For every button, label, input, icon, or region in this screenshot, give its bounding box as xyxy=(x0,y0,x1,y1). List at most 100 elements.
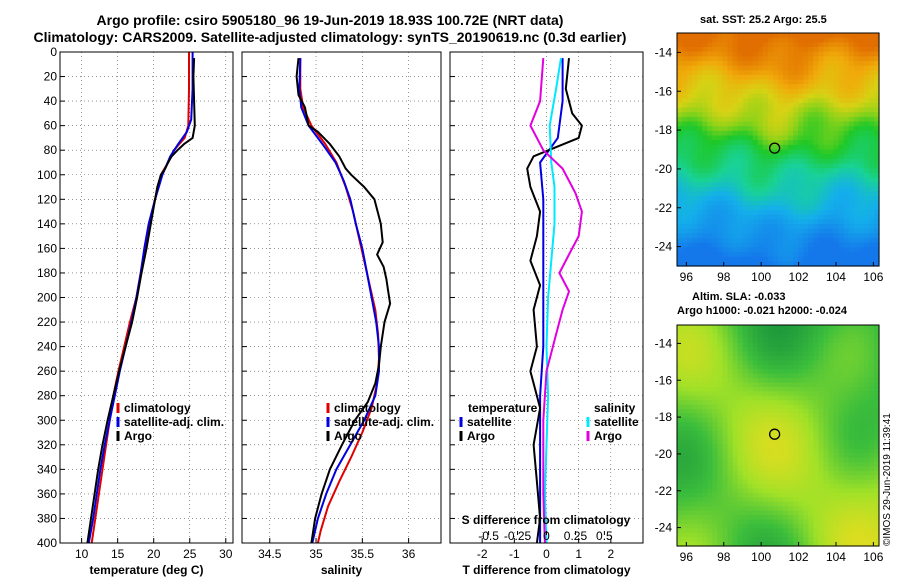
sla-map-ytick-label: -24 xyxy=(655,521,673,535)
temperature-xtick-label: 25 xyxy=(183,547,197,561)
temperature-ytick-label: 160 xyxy=(37,241,57,255)
temperature-ytick-label: 0 xyxy=(50,45,57,59)
salinity-legend-label: satellite-adj. clim. xyxy=(334,415,434,429)
sst-map-field xyxy=(677,33,880,267)
differences-series-temperature-satellite xyxy=(539,58,564,543)
temperature-series-argo xyxy=(86,58,196,544)
salinity-xtick-label: 34.5 xyxy=(258,547,282,561)
temperature-xtick-label: 10 xyxy=(75,547,89,561)
salinity-frame xyxy=(241,51,442,544)
sla-map-ytick-label: -22 xyxy=(655,484,673,498)
sst-map-ytick-label: -14 xyxy=(655,45,673,59)
temperature-legend-label: Argo xyxy=(124,429,152,443)
temperature-ytick-label: 360 xyxy=(37,487,57,501)
differences-x2tick-label: 0.25 xyxy=(564,529,588,543)
differences-x2tick-label: -0.5 xyxy=(478,529,499,543)
salinity-xlabel: salinity xyxy=(321,563,363,577)
differences-xtick-label: -1 xyxy=(509,547,520,561)
salinity-series-satellite-adj-clim- xyxy=(298,58,380,544)
differences-series-salinity-satellite xyxy=(543,57,562,544)
sst-map-xtick-label: 106 xyxy=(863,270,883,284)
sla-map-subtitle: Argo h1000: -0.021 h2000: -0.024 xyxy=(677,305,847,317)
temperature-ytick-label: 140 xyxy=(37,217,57,231)
temperature-ytick-label: 100 xyxy=(37,168,57,182)
sla-map-ytick-label: -20 xyxy=(655,447,673,461)
temperature-ytick-label: 320 xyxy=(37,438,57,452)
sst-map-title: sat. SST: 25.2 Argo: 25.5 xyxy=(700,14,827,26)
sla-map-argo-marker xyxy=(768,428,781,440)
sst-map-xtick-label: 104 xyxy=(826,270,846,284)
sla-map-ytick-label: -16 xyxy=(655,373,673,387)
temperature-ytick-label: 180 xyxy=(37,266,57,280)
differences-xlabel-top: S difference from climatology xyxy=(462,513,631,527)
salinity-legend-label: climatology xyxy=(334,401,401,415)
temperature-xtick-label: 20 xyxy=(147,547,161,561)
diff-legend-temperature-title: temperature xyxy=(468,401,538,415)
salinity-legend-label: Argo xyxy=(334,429,362,443)
differences-x2tick-label: 0 xyxy=(543,529,550,543)
sla-map-ytick-label: -18 xyxy=(655,410,673,424)
sst-map-xtick-label: 102 xyxy=(789,270,809,284)
diff-legend-salinity-title: salinity xyxy=(594,401,636,415)
sst-map-argo-marker xyxy=(768,142,781,154)
differences-frame xyxy=(449,51,644,544)
salinity-series-argo xyxy=(295,57,392,544)
temperature-ytick-label: 400 xyxy=(37,536,57,550)
figure-title-line2: Climatology: CARS2009. Satellite-adjuste… xyxy=(33,29,627,45)
sst-map-ytick-label: -18 xyxy=(655,123,673,137)
temperature-legend-label: satellite-adj. clim. xyxy=(124,415,224,429)
temperature-ytick-label: 340 xyxy=(37,462,57,476)
diff-temperature-legend-label: Argo xyxy=(467,429,495,443)
sst-map-ytick-label: -22 xyxy=(655,201,673,215)
diff-temperature-legend-label: satellite xyxy=(467,415,512,429)
temperature-ytick-label: 220 xyxy=(37,315,57,329)
differences-x2tick-label: -0.25 xyxy=(504,529,532,543)
temperature-ytick-label: 300 xyxy=(37,413,57,427)
salinity-xtick-label: 35 xyxy=(309,547,323,561)
sst-map-xtick-label: 96 xyxy=(680,270,694,284)
temperature-ytick-label: 120 xyxy=(37,192,57,206)
differences-x2tick-label: 0.5 xyxy=(596,529,613,543)
temperature-xtick-label: 30 xyxy=(219,547,233,561)
sla-map-xtick-label: 102 xyxy=(789,550,809,564)
temperature-frame xyxy=(59,51,234,544)
sst-map-ytick-label: -20 xyxy=(655,162,673,176)
sla-map-field xyxy=(677,325,880,547)
temperature-ytick-label: 60 xyxy=(44,119,58,133)
sla-map-xtick-label: 106 xyxy=(863,550,883,564)
temperature-ytick-label: 380 xyxy=(37,511,57,525)
sla-map-ytick-label: -14 xyxy=(655,336,673,350)
sla-map-title: Altim. SLA: -0.033 xyxy=(692,291,786,303)
salinity-xtick-label: 36 xyxy=(402,547,416,561)
temperature-xtick-label: 15 xyxy=(111,547,125,561)
diff-salinity-legend-label: satellite xyxy=(594,415,639,429)
temperature-ytick-label: 20 xyxy=(44,70,58,84)
temperature-ytick-label: 280 xyxy=(37,389,57,403)
sst-map-xtick-label: 100 xyxy=(751,270,771,284)
sla-map-xtick-label: 96 xyxy=(680,550,694,564)
differences-xlabel: T difference from climatology xyxy=(462,563,630,577)
sst-map-xtick-label: 98 xyxy=(717,270,731,284)
differences-series-salinity-argo xyxy=(529,58,583,544)
sla-map-xtick-label: 104 xyxy=(826,550,846,564)
sla-map-xtick-label: 98 xyxy=(717,550,731,564)
figure-title-line1: Argo profile: csiro 5905180_96 19-Jun-20… xyxy=(96,12,564,28)
temperature-ytick-label: 200 xyxy=(37,291,57,305)
temperature-ytick-label: 240 xyxy=(37,340,57,354)
temperature-xlabel: temperature (deg C) xyxy=(89,563,203,577)
sst-map-ytick-label: -16 xyxy=(655,84,673,98)
temperature-legend-label: climatology xyxy=(124,401,191,415)
differences-xtick-label: -2 xyxy=(477,547,488,561)
temperature-ytick-label: 40 xyxy=(44,94,58,108)
differences-xtick-label: 1 xyxy=(575,547,582,561)
diff-salinity-legend-label: Argo xyxy=(594,429,622,443)
sla-map-xtick-label: 100 xyxy=(751,550,771,564)
temperature-ytick-label: 260 xyxy=(37,364,57,378)
sst-map-frame xyxy=(676,32,880,267)
sst-map-ytick-label: -24 xyxy=(655,240,673,254)
sla-map-frame xyxy=(676,324,880,547)
differences-xtick-label: 2 xyxy=(607,547,614,561)
salinity-xtick-label: 35.5 xyxy=(351,547,375,561)
